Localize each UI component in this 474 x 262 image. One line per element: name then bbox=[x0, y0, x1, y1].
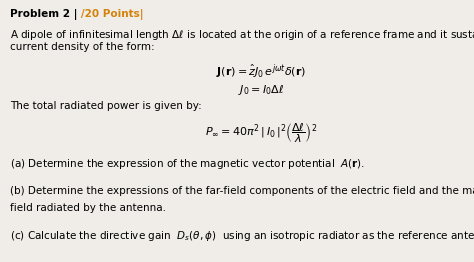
Text: field radiated by the antenna.: field radiated by the antenna. bbox=[10, 203, 166, 213]
Text: $\mathbf{J}(\mathbf{r})=\hat{z}J_0\,e^{j\omega t}\delta(\mathbf{r})$: $\mathbf{J}(\mathbf{r})=\hat{z}J_0\,e^{j… bbox=[216, 63, 306, 81]
Text: (c) Calculate the directive gain  $D_s(\theta,\phi)$  using an isotropic radiato: (c) Calculate the directive gain $D_s(\t… bbox=[10, 229, 474, 243]
Text: Problem 2 |: Problem 2 | bbox=[10, 9, 78, 20]
Text: $J_0=I_0\Delta\ell$: $J_0=I_0\Delta\ell$ bbox=[237, 83, 284, 96]
Text: (b) Determine the expressions of the far-field components of the electric field : (b) Determine the expressions of the far… bbox=[10, 186, 474, 196]
Text: (a) Determine the expression of the magnetic vector potential  $A(\mathbf{r})$.: (a) Determine the expression of the magn… bbox=[10, 157, 365, 171]
Text: $P_{\infty}=40\pi^2\,|\,I_0\,|^2\left(\dfrac{\Delta\ell}{\lambda}\right)^2$: $P_{\infty}=40\pi^2\,|\,I_0\,|^2\left(\d… bbox=[205, 122, 317, 145]
Text: The total radiated power is given by:: The total radiated power is given by: bbox=[10, 101, 202, 111]
Text: current density of the form:: current density of the form: bbox=[10, 42, 155, 52]
Text: /20 Points|: /20 Points| bbox=[70, 9, 144, 20]
Text: A dipole of infinitesimal length $\Delta\ell$ is located at the origin of a refe: A dipole of infinitesimal length $\Delta… bbox=[10, 28, 474, 41]
